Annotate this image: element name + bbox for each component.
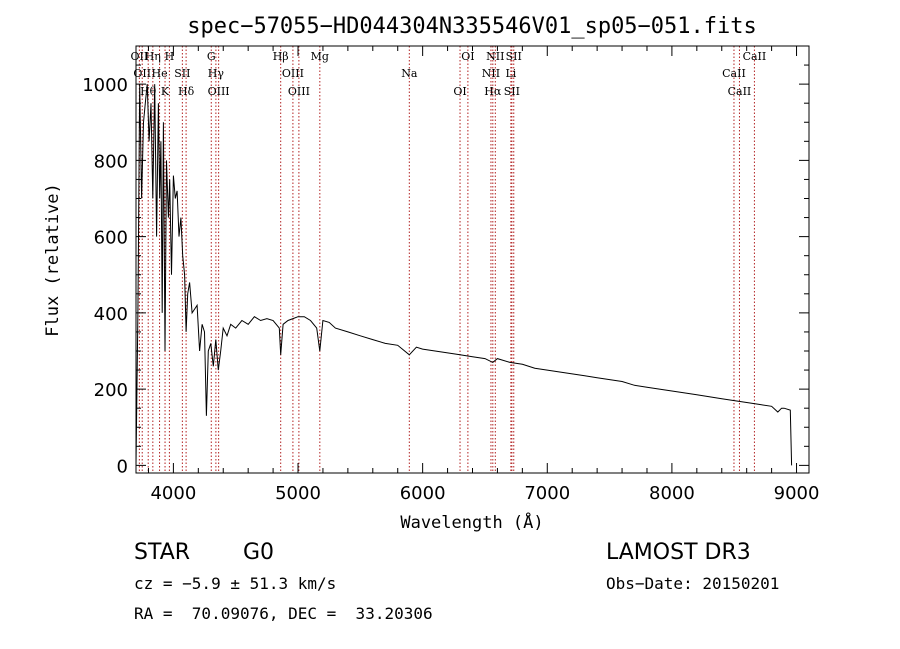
chart-title: spec−57055−HD044304N335546V01_sp05−051.f… — [187, 14, 757, 39]
line-marker-label: Hθ — [140, 85, 157, 98]
object-subclass: G0 — [243, 540, 275, 565]
line-markers — [138, 46, 755, 473]
line-marker-label: OII — [133, 67, 151, 80]
x-tick-label: 8000 — [649, 483, 695, 504]
spectrum-line — [135, 84, 793, 466]
y-axis-ticks: 0 200 400 600 800 1000 — [82, 64, 809, 477]
y-tick-label: 400 — [94, 304, 128, 325]
line-marker-label: Hδ — [178, 85, 195, 98]
line-marker-label: Mg — [311, 50, 329, 63]
object-class: STAR — [134, 540, 191, 565]
line-marker-label: OI — [453, 85, 466, 98]
line-marker-label: He — [152, 67, 168, 80]
line-marker-label: OIII — [282, 67, 304, 80]
y-tick-label: 800 — [94, 151, 128, 172]
x-tick-label: 4000 — [150, 483, 196, 504]
survey-name: LAMOST DR3 — [606, 540, 751, 565]
redshift-text: cz = −5.9 ± 51.3 km/s — [134, 574, 337, 593]
line-marker-label: K — [161, 85, 170, 98]
x-axis-label: Wavelength (Å) — [400, 511, 543, 533]
line-marker-label: CaII — [728, 85, 752, 98]
line-marker-label: Na — [401, 67, 418, 80]
line-marker-label: Hβ — [273, 50, 289, 63]
line-marker-label: SII — [174, 67, 190, 80]
line-marker-label: OIII — [208, 85, 230, 98]
line-marker-label: NII — [486, 50, 504, 63]
line-marker-label: SII — [504, 85, 520, 98]
line-marker-label: CaII — [743, 50, 767, 63]
line-marker-label: Hα — [484, 85, 502, 98]
x-tick-label: 9000 — [774, 483, 820, 504]
line-marker-label: CaII — [722, 67, 746, 80]
y-tick-label: 600 — [94, 228, 128, 249]
line-marker-label: OII — [131, 50, 149, 63]
y-tick-label: 1000 — [82, 75, 128, 96]
line-marker-label: NII — [482, 67, 500, 80]
plot-frame — [135, 45, 810, 474]
line-marker-label: H — [165, 50, 175, 63]
y-tick-label: 200 — [94, 380, 128, 401]
line-marker-label: G — [207, 50, 216, 63]
x-tick-label: 7000 — [524, 483, 570, 504]
line-marker-labels: OII OII Hθ Hη He K H SII Hδ G Hγ OIII Hβ OIII OIII Mg Na… — [131, 50, 767, 98]
x-axis-ticks: 4000 5000 6000 7000 8000 9000 — [147, 46, 820, 504]
coordinates: RA = 70.09076, DEC = 33.20306 — [134, 604, 433, 623]
line-marker-label: OIII — [288, 85, 310, 98]
obs-date: Obs−Date: 20150201 — [606, 574, 780, 593]
line-marker-label: SII — [506, 50, 522, 63]
y-tick-label: 0 — [117, 456, 128, 477]
x-tick-label: 5000 — [275, 483, 321, 504]
line-marker-label: Hγ — [208, 67, 225, 80]
line-marker-label: Li — [505, 67, 516, 80]
y-axis-label: Flux (relative) — [43, 183, 63, 337]
line-marker-label: OI — [461, 50, 474, 63]
line-marker-label: Hη — [145, 50, 161, 63]
x-tick-label: 6000 — [400, 483, 446, 504]
